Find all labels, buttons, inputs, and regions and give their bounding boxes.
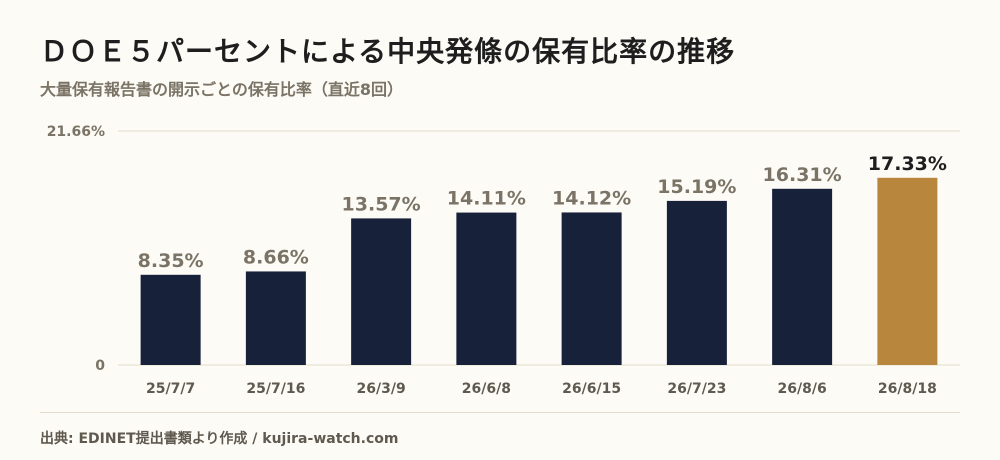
x-tick-label: 26/7/23: [667, 381, 726, 397]
bar-25-7-7: [140, 274, 201, 365]
data-label: 14.11%: [447, 188, 526, 210]
bar-26-6-15: [561, 212, 622, 365]
x-tick-label: 26/3/9: [357, 381, 406, 397]
bar-26-6-8: [456, 212, 517, 365]
chart-subtitle: 大量保有報告書の開示ごとの保有比率（直近8回）: [40, 80, 403, 99]
bar-26-7-23: [666, 200, 727, 365]
x-tick-label: 25/7/16: [246, 381, 305, 397]
data-label: 14.12%: [552, 187, 631, 209]
data-label: 8.66%: [243, 246, 309, 268]
x-tick-label: 26/6/8: [462, 381, 511, 397]
x-tick-label: 26/6/15: [562, 381, 621, 397]
source-note: 出典: EDINET提出書類より作成 / kujira-watch.com: [40, 431, 399, 447]
bar-26-8-6: [772, 188, 833, 365]
data-label: 8.35%: [138, 250, 204, 272]
x-tick-label: 26/8/18: [878, 381, 937, 397]
x-tick-label: 25/7/7: [146, 381, 195, 397]
x-tick-label: 26/8/6: [778, 381, 827, 397]
data-label: 17.33%: [868, 153, 947, 175]
bar-26-8-18: [877, 177, 938, 365]
footer-divider: [40, 412, 960, 413]
data-label: 15.19%: [657, 176, 736, 198]
y-tick-label-zero: 0: [95, 358, 105, 374]
bar-chart: 21.66% 0 8.35% 25/7/7 8.66% 25/7/16 13.57% 26…: [47, 124, 960, 397]
y-tick-label-max: 21.66%: [47, 124, 105, 140]
data-label: 16.31%: [763, 164, 842, 186]
data-label: 13.57%: [342, 193, 421, 215]
bar-26-3-9: [351, 218, 412, 365]
chart-title: ＤＯＥ５パーセントによる中央発條の保有比率の推移: [40, 35, 736, 68]
bar-25-7-16: [245, 271, 306, 365]
